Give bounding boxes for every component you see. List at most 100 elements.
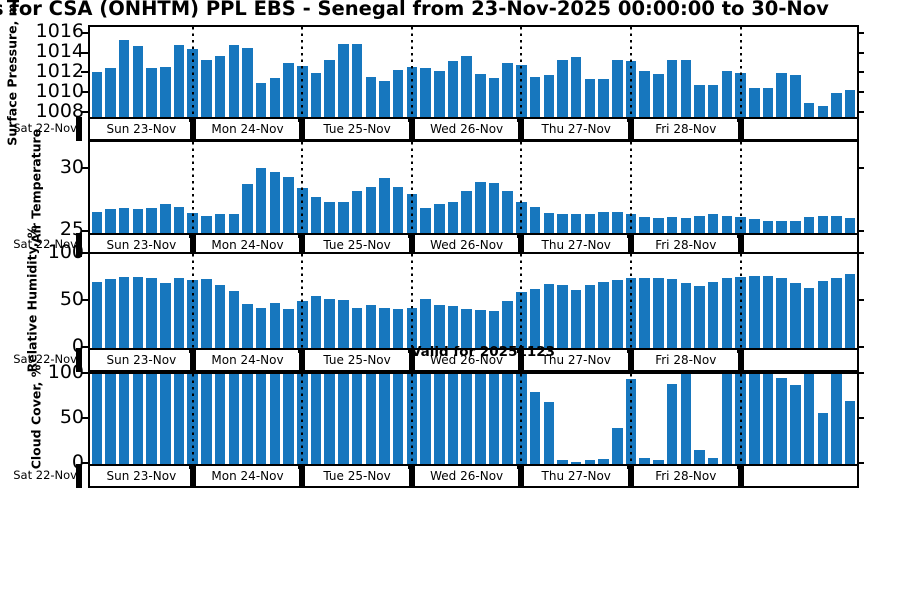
day-boundary-xtick (188, 464, 193, 469)
cloud-cover-ytick-mark (81, 417, 88, 419)
day-boundary-line (191, 27, 194, 117)
day-axis-prev-day-label: Sat 22-Nov (13, 121, 77, 135)
air-temperature-ytick-label: 30 (59, 155, 84, 178)
relative-humidity-bar (666, 279, 678, 348)
cloud-cover-bar (324, 374, 335, 464)
day-axis-prev-day-label: Sat 22-Nov (13, 468, 77, 482)
air-temperature-bar (379, 178, 390, 233)
air-temperature-bar (584, 214, 596, 233)
cloud-cover-bar (338, 374, 349, 464)
relative-humidity-bar (132, 276, 144, 348)
surface-pressure-bar (666, 59, 678, 117)
relative-humidity-bar (653, 278, 664, 348)
day-boundary-line (630, 142, 632, 233)
cloud-cover-bar (680, 374, 692, 464)
air-temperature-ytick-mark (81, 167, 88, 170)
cloud-cover-axis-label: Cloud Cover, % (28, 364, 44, 470)
air-temperature-bar (557, 214, 568, 233)
cloud-cover-bar (351, 374, 363, 464)
cloud-cover-ytick-mark (857, 372, 864, 374)
day-boundary-xtick (298, 348, 303, 353)
surface-pressure-bar (283, 62, 294, 117)
air-temperature-bar (776, 220, 787, 233)
day-label: Wed 26-Nov (430, 353, 504, 367)
cloud-cover-bar (201, 374, 212, 464)
relative-humidity-ytick-mark (81, 252, 88, 254)
relative-humidity-bar (338, 300, 349, 348)
day-boundary-line (520, 254, 523, 348)
cloud-cover-bar (570, 462, 582, 464)
surface-pressure-bar (707, 85, 719, 117)
day-boundary-xtick (407, 348, 412, 353)
air-temperature-bar (475, 181, 486, 233)
day-boundary-tick (518, 350, 525, 370)
cloud-cover-ytick-mark (857, 462, 864, 464)
surface-pressure-ytick-label: 1016 (35, 20, 84, 43)
relative-humidity-ytick-label: 50 (59, 287, 84, 310)
cloud-cover-bar (132, 374, 144, 464)
cloud-cover-chart (88, 372, 859, 466)
surface-pressure-bar (475, 74, 486, 117)
surface-pressure-bar (639, 70, 650, 117)
air-temperature-bar (529, 206, 541, 233)
surface-pressure-bar (653, 74, 664, 117)
day-boundary-tick (518, 466, 525, 486)
day-label: Wed 26-Nov (430, 238, 504, 252)
relative-humidity-bar (434, 304, 445, 348)
day-boundary-tick (408, 466, 415, 486)
surface-pressure-bar (310, 72, 322, 117)
air-temperature-bar (351, 190, 363, 233)
relative-humidity-bar (351, 307, 363, 348)
air-temperature-bar (488, 183, 500, 233)
relative-humidity-bar (557, 285, 568, 348)
air-temperature-bar (105, 209, 116, 233)
day-boundary-xtick (627, 464, 631, 469)
surface-pressure-bar (694, 85, 705, 117)
relative-humidity-bar (173, 278, 185, 348)
cloud-cover-bar (475, 374, 486, 464)
air-temperature-bar (543, 213, 555, 233)
surface-pressure-ytick-mark (857, 111, 864, 114)
day-boundary-xtick (407, 233, 412, 238)
surface-pressure-ytick-mark (81, 31, 88, 34)
day-boundary-xtick (298, 233, 303, 238)
day-boundary-tick (189, 235, 196, 255)
cloud-cover-bar (173, 374, 185, 464)
day-boundary-xtick (298, 464, 303, 469)
day-boundary-line (630, 27, 632, 117)
day-boundary-line (739, 254, 742, 348)
day-label: Fri 28-Nov (655, 238, 717, 252)
surface-pressure-bar (324, 59, 335, 117)
day-boundary-tick (518, 235, 525, 255)
cloud-cover-bar (721, 374, 733, 464)
air-temperature-bar (91, 211, 103, 233)
surface-pressure-ytick-mark (857, 71, 864, 74)
day-boundary-tick (189, 350, 196, 370)
air-temperature-bar (666, 216, 678, 233)
cloud-cover-bar (488, 374, 500, 464)
cloud-cover-bar (146, 374, 157, 464)
day-boundary-line (410, 27, 413, 117)
air-temperature-bar (324, 201, 335, 233)
day-label: Thu 27-Nov (541, 469, 611, 483)
day-boundary-tick (628, 119, 634, 139)
cloud-cover-bar (91, 374, 103, 464)
relative-humidity-ytick-mark (81, 346, 88, 348)
air-temperature-bar (173, 206, 185, 233)
day-label: Thu 27-Nov (541, 353, 611, 367)
day-boundary-xtick (298, 117, 303, 122)
air-temperature-bar (310, 196, 322, 233)
surface-pressure-bar (255, 83, 267, 117)
surface-pressure-ytick-mark (81, 91, 88, 94)
day-boundary-tick (299, 466, 306, 486)
day-boundary-tick (189, 466, 196, 486)
day-boundary-xtick (627, 348, 631, 353)
day-label: Fri 28-Nov (655, 122, 717, 136)
air-temperature-ytick-mark (81, 229, 88, 232)
relative-humidity-ytick-label: 100 (47, 240, 84, 263)
surface-pressure-bar (173, 44, 185, 117)
surface-pressure-bar (831, 93, 842, 117)
cloud-cover-bar (420, 374, 431, 464)
relative-humidity-axis-label: Relative Humidity, % (24, 225, 40, 373)
day-axis-left-tick (76, 348, 82, 372)
